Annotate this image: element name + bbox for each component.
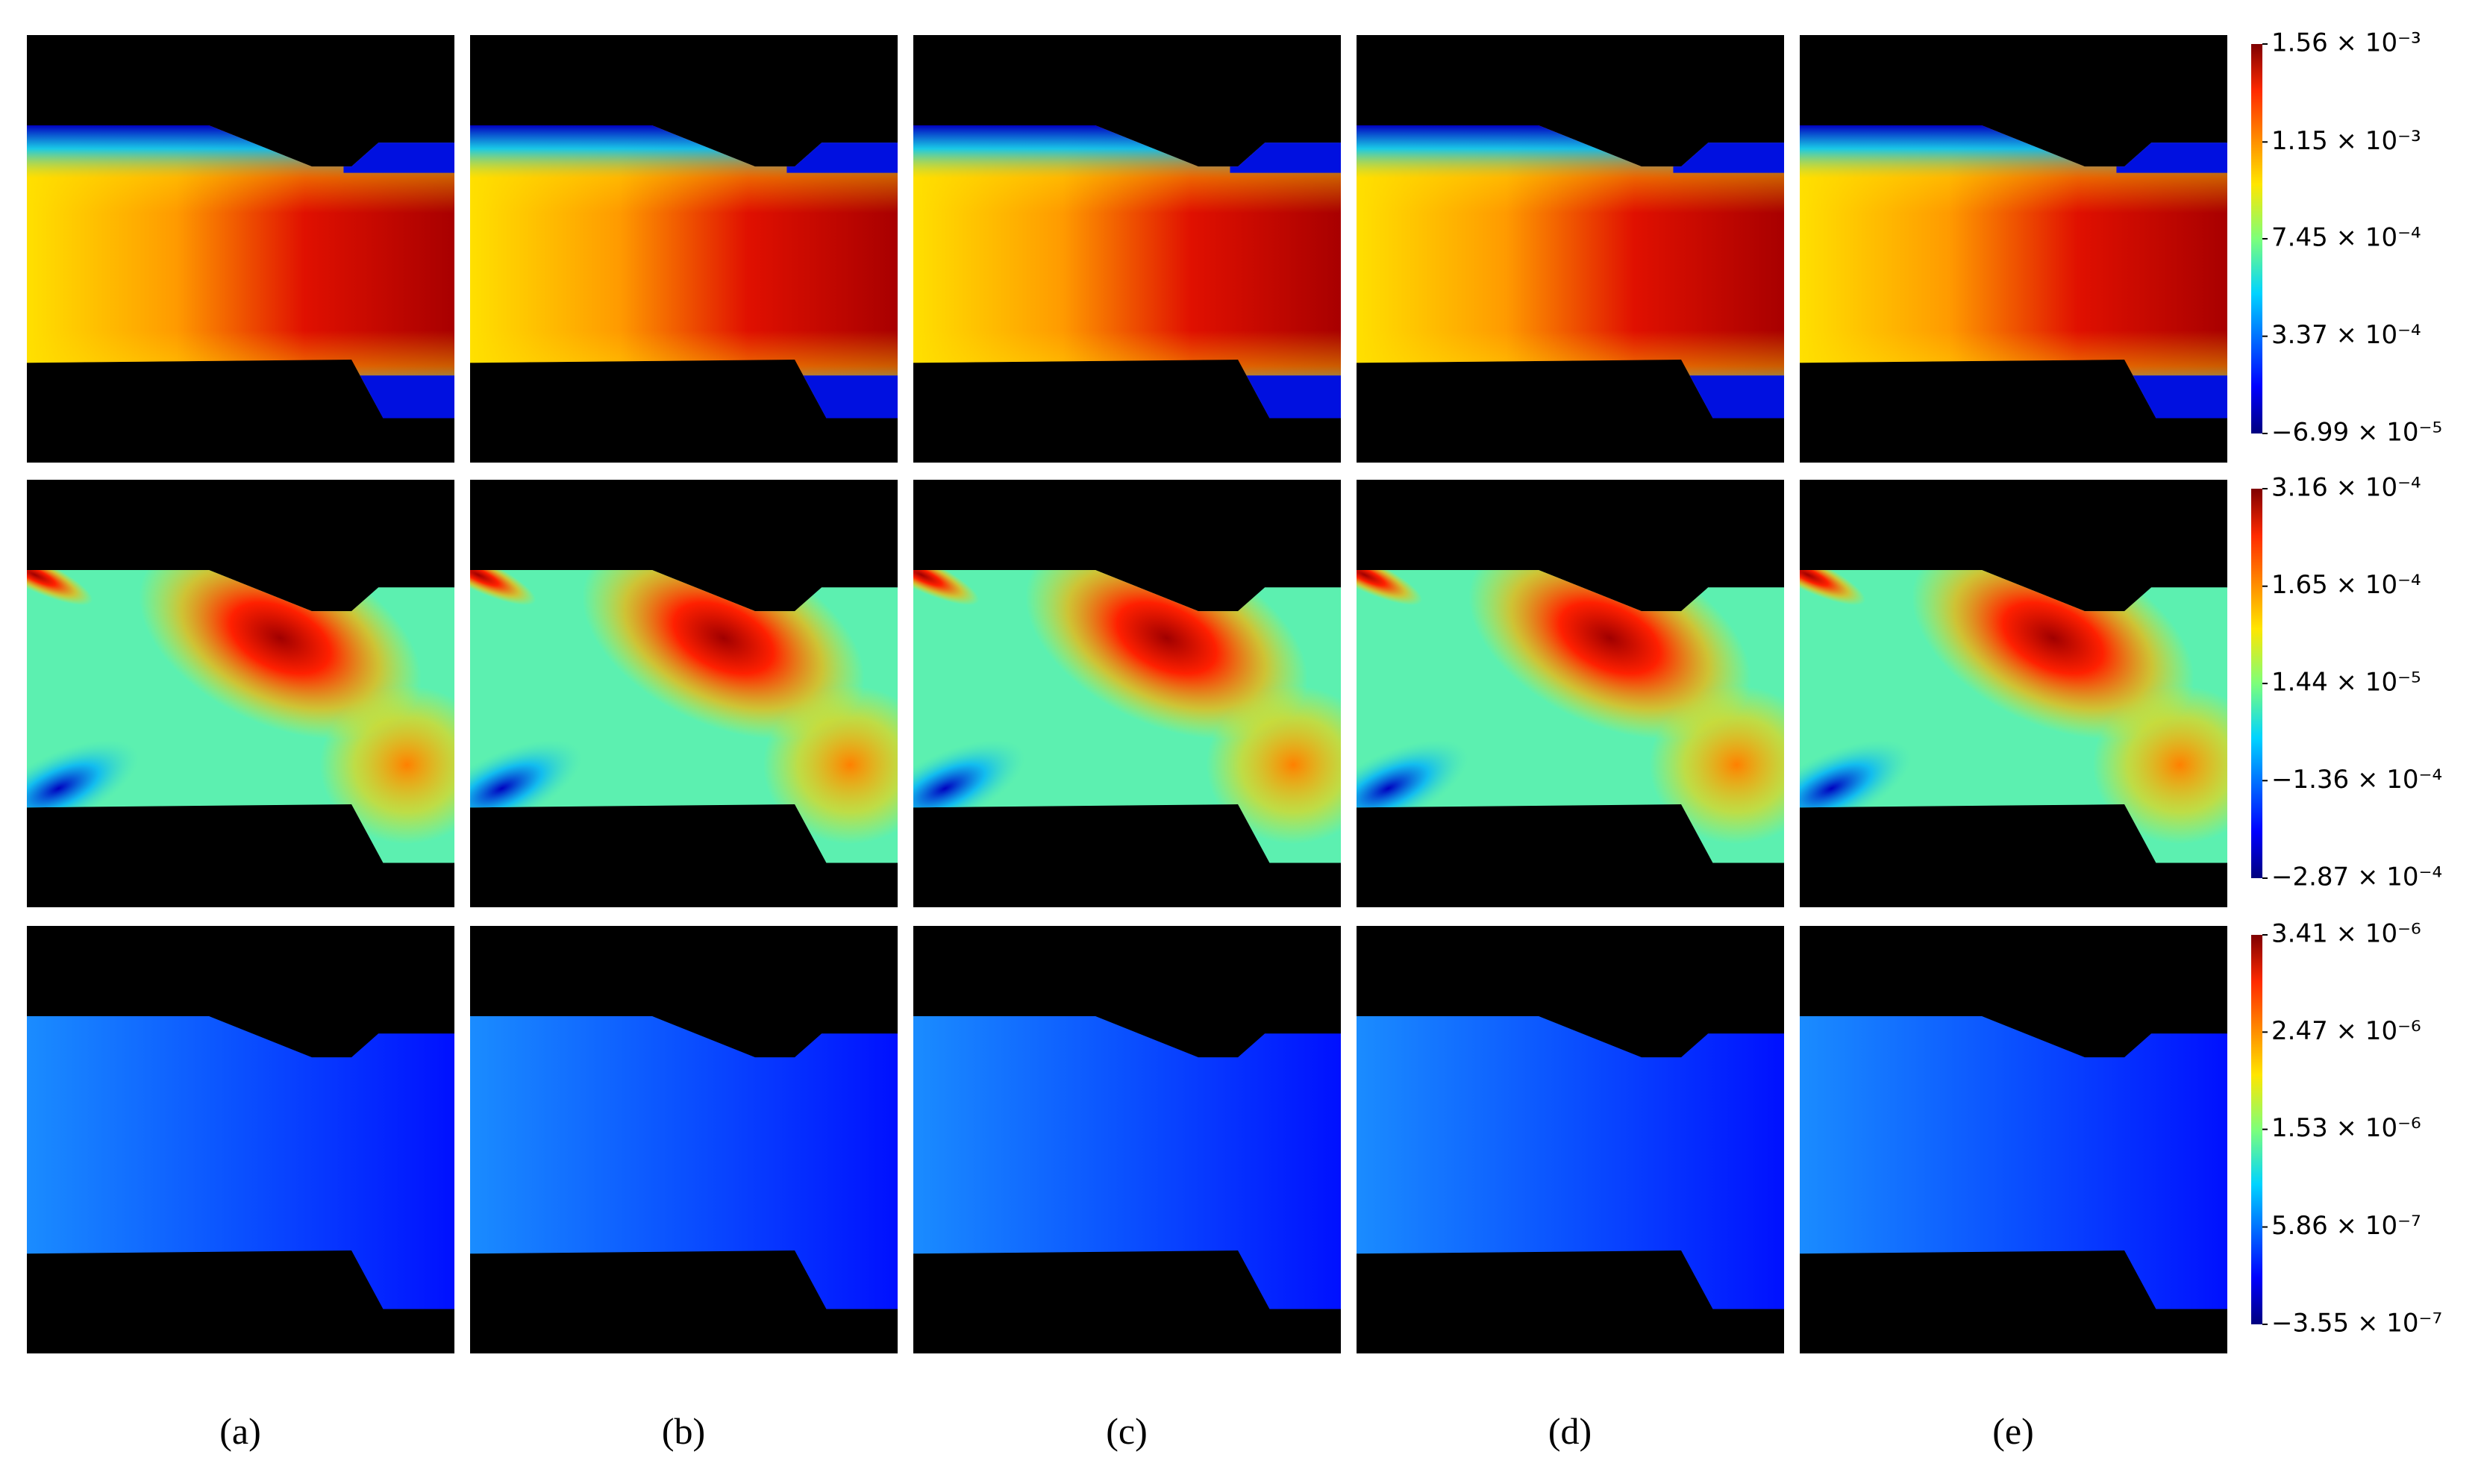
- colorbar-tick-label: 3.37 × 10⁻⁴: [2271, 320, 2421, 350]
- field-feature: [1357, 569, 1423, 606]
- field-feature: [470, 569, 536, 606]
- field-feature: [1206, 685, 1341, 845]
- colorbar: [2251, 44, 2262, 433]
- panel-label: (b): [662, 1410, 705, 1452]
- field-feature: [1357, 739, 1469, 837]
- field-feature: [1649, 685, 1784, 845]
- colorbar-tick-label: 2.47 × 10⁻⁶: [2271, 1016, 2421, 1046]
- field-panel: [1800, 35, 2227, 463]
- field-feature: [470, 739, 583, 837]
- panel-label: (e): [1992, 1410, 2034, 1452]
- field-panel: [27, 35, 454, 463]
- field-panel: [913, 926, 1341, 1353]
- field-feature: [27, 739, 140, 837]
- colorbar-tick-label: −6.99 × 10⁻⁵: [2271, 418, 2442, 448]
- field-panel: [1357, 926, 1784, 1353]
- colorbar-tick-label: −1.36 × 10⁻⁴: [2271, 765, 2442, 795]
- colorbar-tick-label: 1.44 × 10⁻⁵: [2271, 668, 2421, 698]
- colorbar-tick-label: 3.16 × 10⁻⁴: [2271, 473, 2421, 503]
- field-panel: [1800, 480, 2227, 907]
- field-panel: [913, 35, 1341, 463]
- colorbar-tick-label: 5.86 × 10⁻⁷: [2271, 1211, 2421, 1241]
- field-feature: [913, 739, 1026, 837]
- field-feature: [319, 685, 454, 845]
- field-panel: [1357, 35, 1784, 463]
- colorbar-tick-label: 3.41 × 10⁻⁶: [2271, 919, 2421, 949]
- field-feature: [913, 569, 980, 606]
- colorbar-tick-label: 1.15 × 10⁻³: [2271, 126, 2421, 156]
- field-panel: [1357, 480, 1784, 907]
- colorbar-tick-label: 1.65 × 10⁻⁴: [2271, 570, 2421, 600]
- colorbar-tick-label: −3.55 × 10⁻⁷: [2271, 1309, 2442, 1339]
- field-panel: [470, 926, 898, 1353]
- field-panel: [27, 926, 454, 1353]
- colorbar-tick-label: 1.56 × 10⁻³: [2271, 28, 2421, 58]
- colorbar-tick-label: 7.45 × 10⁻⁴: [2271, 223, 2421, 253]
- colorbar-tick-label: −2.87 × 10⁻⁴: [2271, 862, 2442, 892]
- field-panel: [470, 480, 898, 907]
- field-feature: [27, 569, 93, 606]
- field-panel: [1800, 926, 2227, 1353]
- field-feature: [2092, 685, 2227, 845]
- field-panel: [27, 480, 454, 907]
- field-panel: [470, 35, 898, 463]
- field-panel: [913, 480, 1341, 907]
- field-feature: [763, 685, 898, 845]
- panel-label: (c): [1106, 1410, 1148, 1452]
- field-feature: [1800, 739, 1912, 837]
- colorbar-tick-label: 1.53 × 10⁻⁶: [2271, 1113, 2421, 1143]
- colorbar: [2251, 489, 2262, 878]
- panel-label: (a): [219, 1410, 261, 1452]
- panel-label: (d): [1548, 1410, 1592, 1452]
- colorbar: [2251, 935, 2262, 1324]
- field-feature: [1800, 569, 1866, 606]
